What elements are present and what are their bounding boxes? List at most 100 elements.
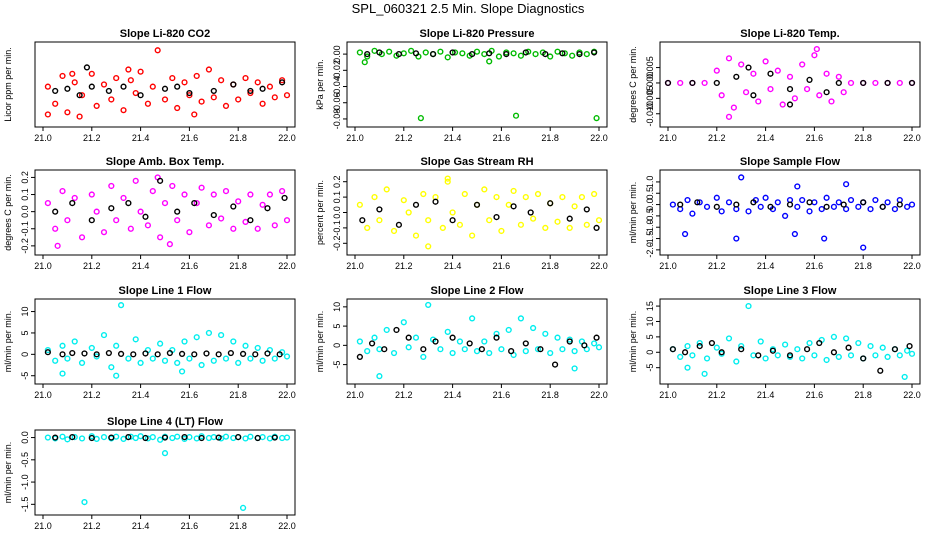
data-point-all	[461, 190, 468, 198]
data-point-all	[149, 188, 156, 195]
data-point-all	[59, 433, 66, 440]
data-point-all	[703, 203, 711, 210]
data-point-all	[186, 229, 193, 236]
data-point-all	[855, 203, 862, 210]
data-point-overlay	[120, 83, 127, 90]
data-point-overlay	[247, 87, 254, 95]
y-tick-label: 0.0	[332, 206, 342, 219]
data-point-all	[218, 215, 225, 222]
data-point-overlay	[786, 201, 794, 208]
data-point-all	[169, 434, 176, 442]
data-point-all	[166, 241, 173, 248]
x-tick-label: 21.4	[757, 133, 775, 143]
data-point-all	[896, 79, 903, 87]
x-tick-label: 21.2	[395, 390, 413, 400]
data-point-all	[149, 355, 156, 362]
data-point-all	[108, 364, 115, 371]
data-point-overlay	[469, 51, 476, 58]
y-axis-label: degrees C per min.	[628, 46, 638, 123]
data-point-overlay	[235, 434, 242, 441]
data-point-overlay	[395, 221, 403, 228]
y-tick-label: 10	[645, 316, 655, 326]
data-point-all	[161, 357, 169, 364]
data-point-all	[76, 113, 83, 120]
data-point-overlay	[493, 214, 500, 221]
x-tick-label: 21.6	[181, 261, 199, 271]
data-point-all	[569, 52, 576, 59]
data-point-all	[127, 77, 134, 84]
data-point-all	[713, 67, 720, 74]
data-point-all	[681, 230, 689, 238]
data-point-all	[689, 210, 696, 217]
data-point-overlay	[860, 199, 867, 206]
data-point-all	[595, 344, 603, 351]
data-point-overlay	[449, 49, 456, 56]
data-point-all	[439, 224, 446, 232]
data-point-all	[59, 72, 66, 80]
data-point-all	[571, 365, 578, 372]
data-point-all	[210, 191, 217, 198]
data-point-all	[205, 66, 213, 73]
data-point-all	[554, 218, 561, 225]
data-point-all	[259, 434, 266, 441]
data-point-all	[71, 434, 78, 441]
data-point-all	[835, 353, 842, 361]
x-tick-label: 21.2	[83, 261, 101, 271]
data-point-all	[505, 201, 512, 208]
data-point-all	[174, 433, 181, 440]
data-point-all	[193, 199, 200, 207]
data-point-all	[701, 370, 708, 377]
y-tick-label: -0.02	[332, 60, 342, 81]
data-point-all	[259, 100, 266, 107]
data-point-all	[69, 70, 76, 77]
data-point-all	[811, 199, 818, 206]
y-tick-label: -0.04	[332, 76, 342, 97]
plot-frame	[34, 41, 296, 128]
y-tick-label: 0	[20, 352, 30, 357]
data-point-overlay	[174, 83, 181, 90]
data-point-all	[247, 89, 254, 97]
data-point-all	[908, 201, 916, 208]
data-point-all	[725, 113, 733, 120]
panel-8: Slope Line 2 Flow ml/min per min. 21.0 21.2…	[315, 285, 608, 400]
data-point-all	[725, 335, 733, 342]
data-point-overlay	[677, 201, 684, 208]
data-point-overlay	[210, 211, 217, 219]
data-point-overlay	[64, 85, 71, 92]
data-point-overlay	[69, 199, 76, 207]
data-point-all	[803, 86, 811, 93]
data-point-all	[81, 498, 88, 506]
data-point-overlay	[816, 339, 823, 347]
data-point-all	[120, 194, 127, 202]
data-point-all	[191, 111, 198, 118]
data-point-all	[451, 49, 459, 56]
y-tick-label: -2.0	[645, 242, 655, 258]
data-point-overlay	[769, 347, 777, 354]
data-point-all	[239, 504, 247, 511]
data-point-overlay	[198, 434, 205, 442]
data-point-all	[469, 232, 476, 239]
data-point-overlay	[247, 217, 254, 224]
data-point-all	[259, 357, 266, 364]
x-tick-label: 22.0	[278, 390, 296, 400]
x-tick-label: 22.0	[278, 133, 296, 143]
data-point-all	[755, 98, 762, 105]
x-tick-label: 21.8	[541, 390, 559, 400]
panel-10: Slope Line 4 (LT) Flow ml/min per min. 21.…	[3, 416, 296, 531]
data-point-all	[376, 373, 383, 380]
panel-title: Slope Line 4 (LT) Flow	[107, 416, 223, 428]
y-tick-label: 5	[645, 334, 655, 339]
data-point-overlay	[81, 350, 88, 357]
data-point-overlay	[733, 73, 740, 80]
y-tick-label: 1.0	[645, 176, 655, 189]
data-point-all	[542, 224, 549, 232]
data-point-all	[149, 83, 156, 90]
data-point-all	[356, 338, 363, 345]
data-point-all	[530, 324, 537, 332]
data-point-overlay	[581, 342, 588, 349]
data-point-all	[222, 433, 230, 440]
data-point-all	[767, 86, 774, 93]
data-point-all	[169, 182, 176, 190]
data-point-all	[512, 112, 520, 119]
